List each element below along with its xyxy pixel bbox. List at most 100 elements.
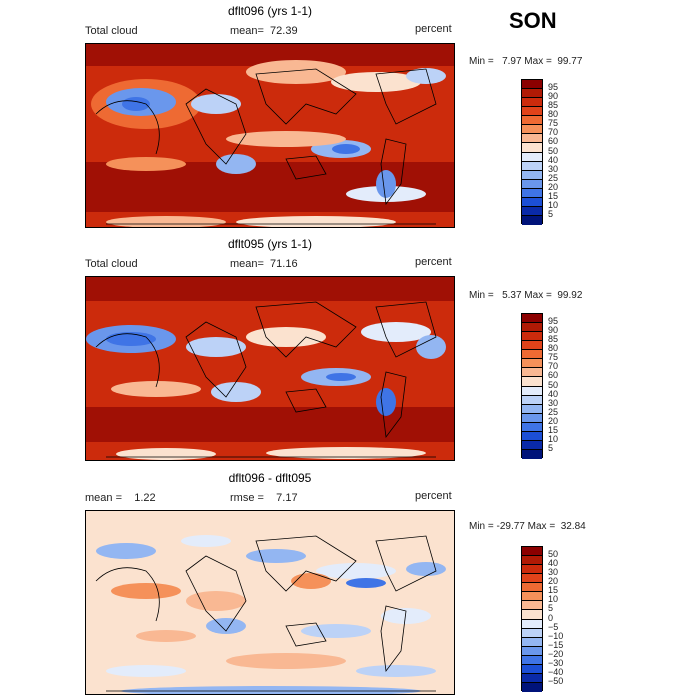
colorbar-tick-label: −10 (548, 630, 564, 641)
colorbar-segment (522, 664, 542, 674)
colorbar-segment (522, 98, 542, 108)
panel-2-colorbar (521, 313, 543, 459)
colorbar-tick-label: 30 (548, 397, 559, 408)
colorbar-tick-label: 10 (548, 199, 559, 210)
colorbar-tick-label: 15 (548, 190, 559, 201)
panel-3-mean: mean = 1.22 (85, 492, 156, 504)
colorbar-segment (522, 655, 542, 665)
colorbar-segment (522, 574, 542, 584)
colorbar-tick-label: 85 (548, 334, 559, 345)
colorbar-tick-label: 25 (548, 172, 559, 183)
colorbar-segment (522, 440, 542, 450)
colorbar-segment (522, 314, 542, 324)
panel-3-colorbar (521, 546, 543, 692)
colorbar-tick-label: 0 (548, 612, 554, 623)
colorbar-segment (522, 646, 542, 656)
colorbar-tick-label: 20 (548, 576, 559, 587)
colorbar-segment (522, 197, 542, 207)
colorbar-segment (522, 359, 542, 369)
colorbar-tick-label: 85 (548, 100, 559, 111)
colorbar-segment (522, 628, 542, 638)
colorbar-segment (522, 682, 542, 692)
colorbar-tick-label: 15 (548, 424, 559, 435)
colorbar-segment (522, 565, 542, 575)
colorbar-tick-label: 5 (548, 603, 554, 614)
panel-1-colorbar (521, 79, 543, 225)
panel-2-field-label: Total cloud (85, 258, 138, 270)
colorbar-tick-label: 20 (548, 181, 559, 192)
colorbar-segment (522, 179, 542, 189)
colorbar-segment (522, 161, 542, 171)
colorbar-segment (522, 610, 542, 620)
colorbar-tick-label: 50 (548, 549, 559, 560)
colorbar-segment (522, 637, 542, 647)
colorbar-segment (522, 386, 542, 396)
colorbar-segment (522, 422, 542, 432)
panel-2-units: percent (415, 256, 452, 268)
colorbar-tick-label: 70 (548, 127, 559, 138)
colorbar-tick-label: 20 (548, 415, 559, 426)
colorbar-tick-label: 60 (548, 136, 559, 147)
season-label: SON (509, 8, 557, 33)
panel-1-field-label: Total cloud (85, 25, 138, 37)
colorbar-tick-label: 95 (548, 82, 559, 93)
colorbar-segment (522, 152, 542, 162)
panel-2-map (85, 276, 455, 461)
colorbar-tick-label: 80 (548, 109, 559, 120)
colorbar-segment (522, 116, 542, 126)
colorbar-tick-label: −15 (548, 639, 564, 650)
panel-1-map (85, 43, 455, 228)
colorbar-tick-label: 90 (548, 91, 559, 102)
panel-2-title: dflt095 (yrs 1-1) (227, 237, 313, 251)
colorbar-segment (522, 143, 542, 153)
colorbar-tick-label: 30 (548, 163, 559, 174)
colorbar-tick-label: 30 (548, 567, 559, 578)
colorbar-segment (522, 323, 542, 333)
colorbar-tick-label: 25 (548, 406, 559, 417)
panel-3-map-svg (86, 511, 454, 694)
colorbar-tick-label: 50 (548, 379, 559, 390)
colorbar-segment (522, 170, 542, 180)
panel-2-mean: mean= 71.16 (230, 258, 298, 270)
colorbar-segment (522, 583, 542, 593)
colorbar-tick-label: 95 (548, 316, 559, 327)
colorbar-tick-label: 40 (548, 558, 559, 569)
panel-3-minmax: Min = -29.77 Max = 32.84 (469, 521, 586, 532)
colorbar-tick-label: 5 (548, 208, 554, 219)
colorbar-segment (522, 368, 542, 378)
colorbar-segment (522, 206, 542, 216)
panel-1-minmax: Min = 7.97 Max = 99.77 (469, 56, 583, 67)
panel-2-minmax: Min = 5.37 Max = 99.92 (469, 290, 583, 301)
colorbar-tick-label: 50 (548, 145, 559, 156)
colorbar-tick-label: −40 (548, 666, 564, 677)
colorbar-segment (522, 215, 542, 225)
colorbar-segment (522, 377, 542, 387)
colorbar-segment (522, 601, 542, 611)
panel-3-units: percent (415, 490, 452, 502)
colorbar-segment (522, 350, 542, 360)
colorbar-tick-label: 15 (548, 585, 559, 596)
panel-1-map-svg (86, 44, 454, 227)
colorbar-tick-label: −5 (548, 621, 559, 632)
colorbar-segment (522, 341, 542, 351)
colorbar-tick-label: 5 (548, 442, 554, 453)
colorbar-segment (522, 188, 542, 198)
panel-1-title: dflt096 (yrs 1-1) (227, 4, 313, 18)
colorbar-segment (522, 413, 542, 423)
panel-2-map-svg (86, 277, 454, 460)
colorbar-segment (522, 547, 542, 557)
colorbar-segment (522, 592, 542, 602)
colorbar-segment (522, 404, 542, 414)
panel-3-map (85, 510, 455, 695)
colorbar-tick-label: 10 (548, 433, 559, 444)
colorbar-tick-label: 70 (548, 361, 559, 372)
panel-3-rmse: rmse = 7.17 (230, 492, 298, 504)
colorbar-segment (522, 556, 542, 566)
colorbar-tick-label: −50 (548, 675, 564, 686)
colorbar-tick-label: 75 (548, 352, 559, 363)
colorbar-segment (522, 619, 542, 629)
colorbar-segment (522, 125, 542, 135)
colorbar-segment (522, 431, 542, 441)
colorbar-tick-label: 40 (548, 154, 559, 165)
colorbar-segment (522, 89, 542, 99)
